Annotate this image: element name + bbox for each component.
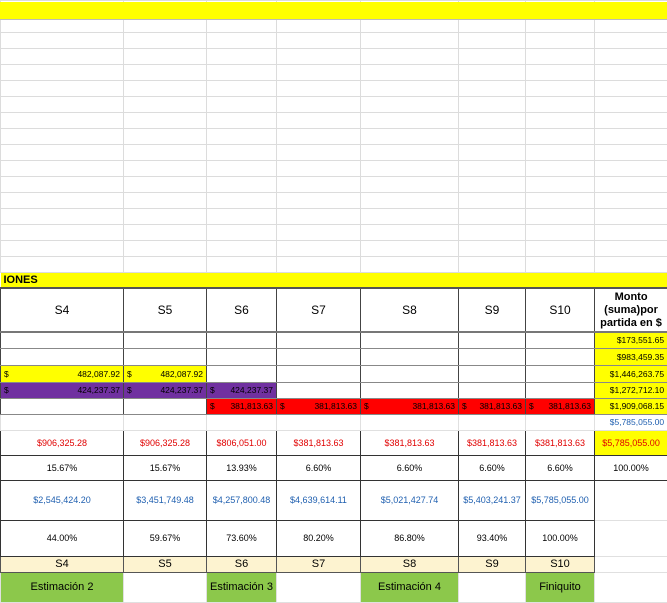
cell-purple[interactable]: $424,237.37 xyxy=(124,382,207,398)
period-pct[interactable]: 6.60% xyxy=(361,455,459,480)
cumulative-pct[interactable]: 100.00% xyxy=(526,520,595,556)
header-s10[interactable]: S10 xyxy=(526,288,595,332)
total-partida[interactable]: $1,272,712.10 xyxy=(595,382,667,398)
total-partida[interactable]: $1,909,068.15 xyxy=(595,398,667,414)
schedule-table: IONES S4 S5 S6 S7 S8 S9 S10 Monto (suma)… xyxy=(0,273,667,603)
cumulative-amount[interactable]: $4,639,614.11 xyxy=(277,480,361,520)
header-s7[interactable]: S7 xyxy=(277,288,361,332)
period-pct[interactable]: 13.93% xyxy=(207,455,277,480)
cell-yellow[interactable]: $482,087.92 xyxy=(124,365,207,382)
cumulative-pct[interactable]: 80.20% xyxy=(277,520,361,556)
cumulative-amount[interactable]: $5,403,241.37 xyxy=(459,480,526,520)
period-amount[interactable]: $381,813.63 xyxy=(459,430,526,455)
grand-total[interactable]: $5,785,055.00 xyxy=(595,414,667,430)
cumulative-amount[interactable]: $4,257,800.48 xyxy=(207,480,277,520)
period-label[interactable]: S7 xyxy=(277,556,361,572)
header-s9[interactable]: S9 xyxy=(459,288,526,332)
cumulative-amount[interactable]: $3,451,749.48 xyxy=(124,480,207,520)
section-title[interactable]: IONES xyxy=(1,273,667,288)
period-amount[interactable]: $381,813.63 xyxy=(526,430,595,455)
period-pct[interactable]: 6.60% xyxy=(459,455,526,480)
cumulative-pct[interactable]: 86.80% xyxy=(361,520,459,556)
period-pct[interactable]: 6.60% xyxy=(277,455,361,480)
period-label[interactable]: S10 xyxy=(526,556,595,572)
cumulative-pct[interactable]: 93.40% xyxy=(459,520,526,556)
cell-red[interactable]: $381,813.63 xyxy=(277,398,361,414)
header-monto[interactable]: Monto (suma)por partida en $ xyxy=(595,288,667,332)
estimation-label[interactable]: Finiquito xyxy=(526,572,595,602)
cell-red[interactable]: $381,813.63 xyxy=(207,398,277,414)
empty-cells-grid[interactable] xyxy=(0,0,667,273)
period-amount[interactable]: $381,813.63 xyxy=(277,430,361,455)
period-pct[interactable]: 15.67% xyxy=(124,455,207,480)
cell-red[interactable]: $381,813.63 xyxy=(526,398,595,414)
header-s4[interactable]: S4 xyxy=(1,288,124,332)
period-pct[interactable]: 6.60% xyxy=(526,455,595,480)
cumulative-pct[interactable]: 59.67% xyxy=(124,520,207,556)
cell-purple[interactable]: $424,237.37 xyxy=(1,382,124,398)
cell-red[interactable]: $381,813.63 xyxy=(361,398,459,414)
period-label[interactable]: S6 xyxy=(207,556,277,572)
period-amount-total[interactable]: $5,785,055.00 xyxy=(595,430,667,455)
period-pct-total[interactable]: 100.00% xyxy=(595,455,667,480)
cell-purple[interactable]: $424,237.37 xyxy=(207,382,277,398)
cumulative-pct[interactable]: 73.60% xyxy=(207,520,277,556)
cumulative-amount[interactable]: $5,785,055.00 xyxy=(526,480,595,520)
period-amount[interactable]: $906,325.28 xyxy=(124,430,207,455)
cumulative-amount[interactable]: $2,545,424.20 xyxy=(1,480,124,520)
total-partida[interactable]: $1,446,263.75 xyxy=(595,365,667,382)
cell-yellow[interactable]: $482,087.92 xyxy=(1,365,124,382)
estimation-label[interactable]: Estimación 3 xyxy=(207,572,277,602)
cell-red[interactable]: $381,813.63 xyxy=(459,398,526,414)
period-label[interactable]: S8 xyxy=(361,556,459,572)
period-pct[interactable]: 15.67% xyxy=(1,455,124,480)
period-label[interactable]: S5 xyxy=(124,556,207,572)
header-s8[interactable]: S8 xyxy=(361,288,459,332)
estimation-label[interactable]: Estimación 2 xyxy=(1,572,124,602)
estimation-label[interactable]: Estimación 4 xyxy=(361,572,459,602)
period-amount[interactable]: $906,325.28 xyxy=(1,430,124,455)
period-amount[interactable]: $806,051.00 xyxy=(207,430,277,455)
period-amount[interactable]: $381,813.63 xyxy=(361,430,459,455)
total-partida[interactable]: $173,551.65 xyxy=(595,332,667,348)
period-label[interactable]: S4 xyxy=(1,556,124,572)
yellow-band-row[interactable] xyxy=(0,2,667,20)
cumulative-amount[interactable]: $5,021,427.74 xyxy=(361,480,459,520)
header-s6[interactable]: S6 xyxy=(207,288,277,332)
header-s5[interactable]: S5 xyxy=(124,288,207,332)
cumulative-pct[interactable]: 44.00% xyxy=(1,520,124,556)
total-partida[interactable]: $983,459.35 xyxy=(595,348,667,365)
period-label[interactable]: S9 xyxy=(459,556,526,572)
